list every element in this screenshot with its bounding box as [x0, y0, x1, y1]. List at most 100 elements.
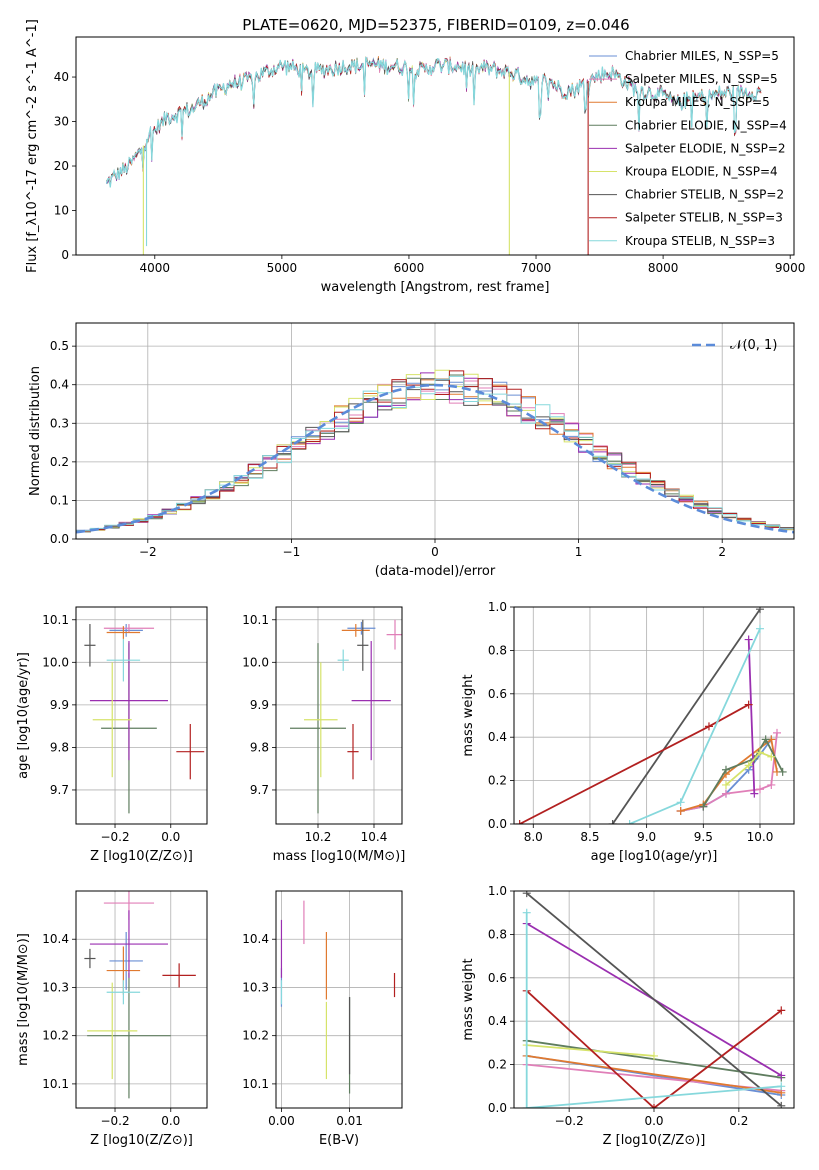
errorbar-kroupa-stelib: [337, 649, 349, 671]
data-point: [767, 780, 776, 789]
errorbar-kroupa-elodie: [87, 982, 138, 1080]
x-axis-label: Z [log10(Z/Z⊙)]: [603, 1133, 706, 1148]
axis-ticks: −0.2 0.0 0.2 0.0 0.2 0.4 0.6 0.8 1.0: [488, 884, 794, 1128]
axis-labels: Z [log10(Z/Z⊙)] mass weight: [461, 958, 705, 1148]
y-tick-label: 0.6: [488, 971, 507, 985]
errorbar-salpeter-elodie: [89, 641, 168, 761]
errorbar-chabrier-stelib: [84, 624, 96, 667]
plot-area: [280, 900, 396, 1094]
x-tick-label: 8.5: [580, 830, 599, 844]
errorbar-chabrier-elodie: [87, 972, 171, 1099]
x-tick-label: 10.2: [305, 830, 332, 844]
y-tick-label: 9.7: [250, 783, 269, 797]
data-point: [522, 891, 531, 898]
data-point: [761, 735, 770, 744]
x-tick-label: 0.00: [268, 1114, 295, 1128]
series-chabrier-stelib: [608, 607, 764, 824]
plot-area: [290, 619, 402, 814]
x-tick-label: 9.5: [694, 830, 713, 844]
errorbar-salpeter-elodie: [89, 910, 168, 978]
errorbar-kroupa-miles: [106, 626, 141, 639]
y-tick-label: 0.0: [488, 1101, 507, 1115]
series-kroupa-stelib: [625, 624, 764, 824]
series-line: [519, 703, 750, 824]
mass-vs-metallicity-panel: −0.2 0.0 10.1 10.2 10.3 10.4 Z [log10(Z/Z⊙)] ma…: [16, 890, 208, 1148]
y-tick-label: 9.7: [50, 783, 69, 797]
axis-labels: Z [log10(Z/Z⊙)] age [log10(age/yr)]: [16, 652, 193, 864]
plot-frame: [275, 890, 403, 1109]
series-chabrier-elodie: [699, 735, 787, 811]
legend: 𝒩(0, 1): [692, 338, 777, 353]
series-line: [526, 990, 782, 1108]
data-point: [744, 635, 753, 644]
x-tick-label: 9.0: [637, 830, 656, 844]
axis-ticks: −2 −1 0 1 2 0.0 0.1 0.2 0.3 0.4 0.5: [50, 323, 794, 559]
y-tick-label: 0.2: [488, 774, 507, 788]
legend-label: Chabrier ELODIE, N_SSP=4: [625, 118, 787, 132]
y-tick-label: 40: [54, 70, 69, 84]
data-point: [522, 1104, 531, 1108]
errorbar-chabrier-miles: [347, 621, 376, 635]
data-point: [676, 798, 685, 807]
y-axis-label: mass weight: [461, 958, 476, 1040]
x-tick-label: 10.0: [747, 830, 774, 844]
series-line: [725, 751, 772, 786]
spectrum-panel: 4000 5000 6000 7000 8000 9000010203040wavelen…: [25, 19, 805, 295]
y-tick-label: 9.8: [50, 740, 69, 754]
errorbar-salpeter-miles: [386, 619, 402, 650]
y-tick-label: 10.2: [42, 1029, 69, 1043]
y-tick-label: 10.1: [42, 1077, 69, 1091]
y-tick-label: 0.2: [488, 1058, 507, 1072]
x-tick-label: 8.0: [524, 830, 543, 844]
x-axis-label: wavelength [Angstrom, rest frame]: [321, 280, 550, 295]
data-point: [608, 820, 617, 824]
data-point: [777, 1006, 786, 1015]
normal-reference-curve: [76, 383, 794, 534]
plot-area: [515, 607, 787, 824]
x-tick-label: −0.2: [555, 1114, 584, 1128]
residuals-panel: −2 −1 0 1 2 0.0 0.1 0.2 0.3 0.4 0.5 (data-model)/er…: [28, 322, 795, 579]
series-line: [702, 737, 784, 808]
x-tick-label: 7000: [521, 261, 552, 275]
errorbar-kroupa-stelib: [106, 638, 141, 682]
figure-title: PLATE=0620, MJD=52375, FIBERID=0109, z=0…: [242, 16, 629, 34]
series-salpeter-elodie: [744, 635, 759, 798]
x-tick-label: 4000: [140, 261, 171, 275]
weight-vs-metallicity-panel: −0.2 0.0 0.2 0.0 0.2 0.4 0.6 0.8 1.0 Z [log10(Z/Z…: [461, 884, 795, 1148]
series-chabrier-stelib: [522, 891, 786, 1108]
histogram-kroupa-stelib: [76, 375, 794, 532]
series-line: [525, 912, 782, 1108]
x-tick-label: 2: [718, 545, 726, 559]
y-tick-label: 10.1: [242, 1077, 269, 1091]
y-tick-label: 0.2: [50, 455, 69, 469]
data-point: [721, 780, 730, 789]
data-point: [515, 820, 524, 824]
y-tick-label: 10.2: [242, 1029, 269, 1043]
errorbar-salpeter-stelib: [347, 724, 359, 780]
legend-label: Chabrier MILES, N_SSP=5: [625, 49, 779, 63]
y-tick-label: 1.0: [488, 600, 507, 614]
series-line: [526, 1055, 782, 1094]
y-tick-label: 0.1: [50, 493, 69, 507]
x-axis-label: Z [log10(Z/Z⊙)]: [90, 849, 193, 864]
data-point: [755, 785, 764, 794]
y-tick-label: 10: [54, 204, 69, 218]
legend-label: Kroupa ELODIE, N_SSP=4: [625, 165, 778, 179]
y-axis-label: Normed distribution: [28, 366, 43, 496]
y-tick-label: 0.8: [488, 927, 507, 941]
data-point: [676, 806, 685, 815]
y-tick-label: 10.4: [242, 932, 269, 946]
y-tick-label: 10.0: [42, 655, 69, 669]
plot-frame: [75, 322, 795, 540]
x-tick-label: 8000: [648, 261, 679, 275]
y-tick-label: 9.9: [250, 698, 269, 712]
data-point: [777, 1101, 786, 1108]
data-point: [522, 908, 531, 917]
x-tick-label: −2: [139, 545, 157, 559]
data-point: [721, 789, 730, 798]
series-line: [526, 892, 782, 1107]
weight-vs-age-panel: 8.0 8.5 9.0 9.5 10.0 0.0 0.2 0.4 0.6 0.8 1.0 age [l…: [461, 600, 795, 864]
plot-area: [76, 369, 794, 534]
data-point: [704, 722, 713, 731]
errorbar-salpeter-miles: [103, 624, 155, 633]
